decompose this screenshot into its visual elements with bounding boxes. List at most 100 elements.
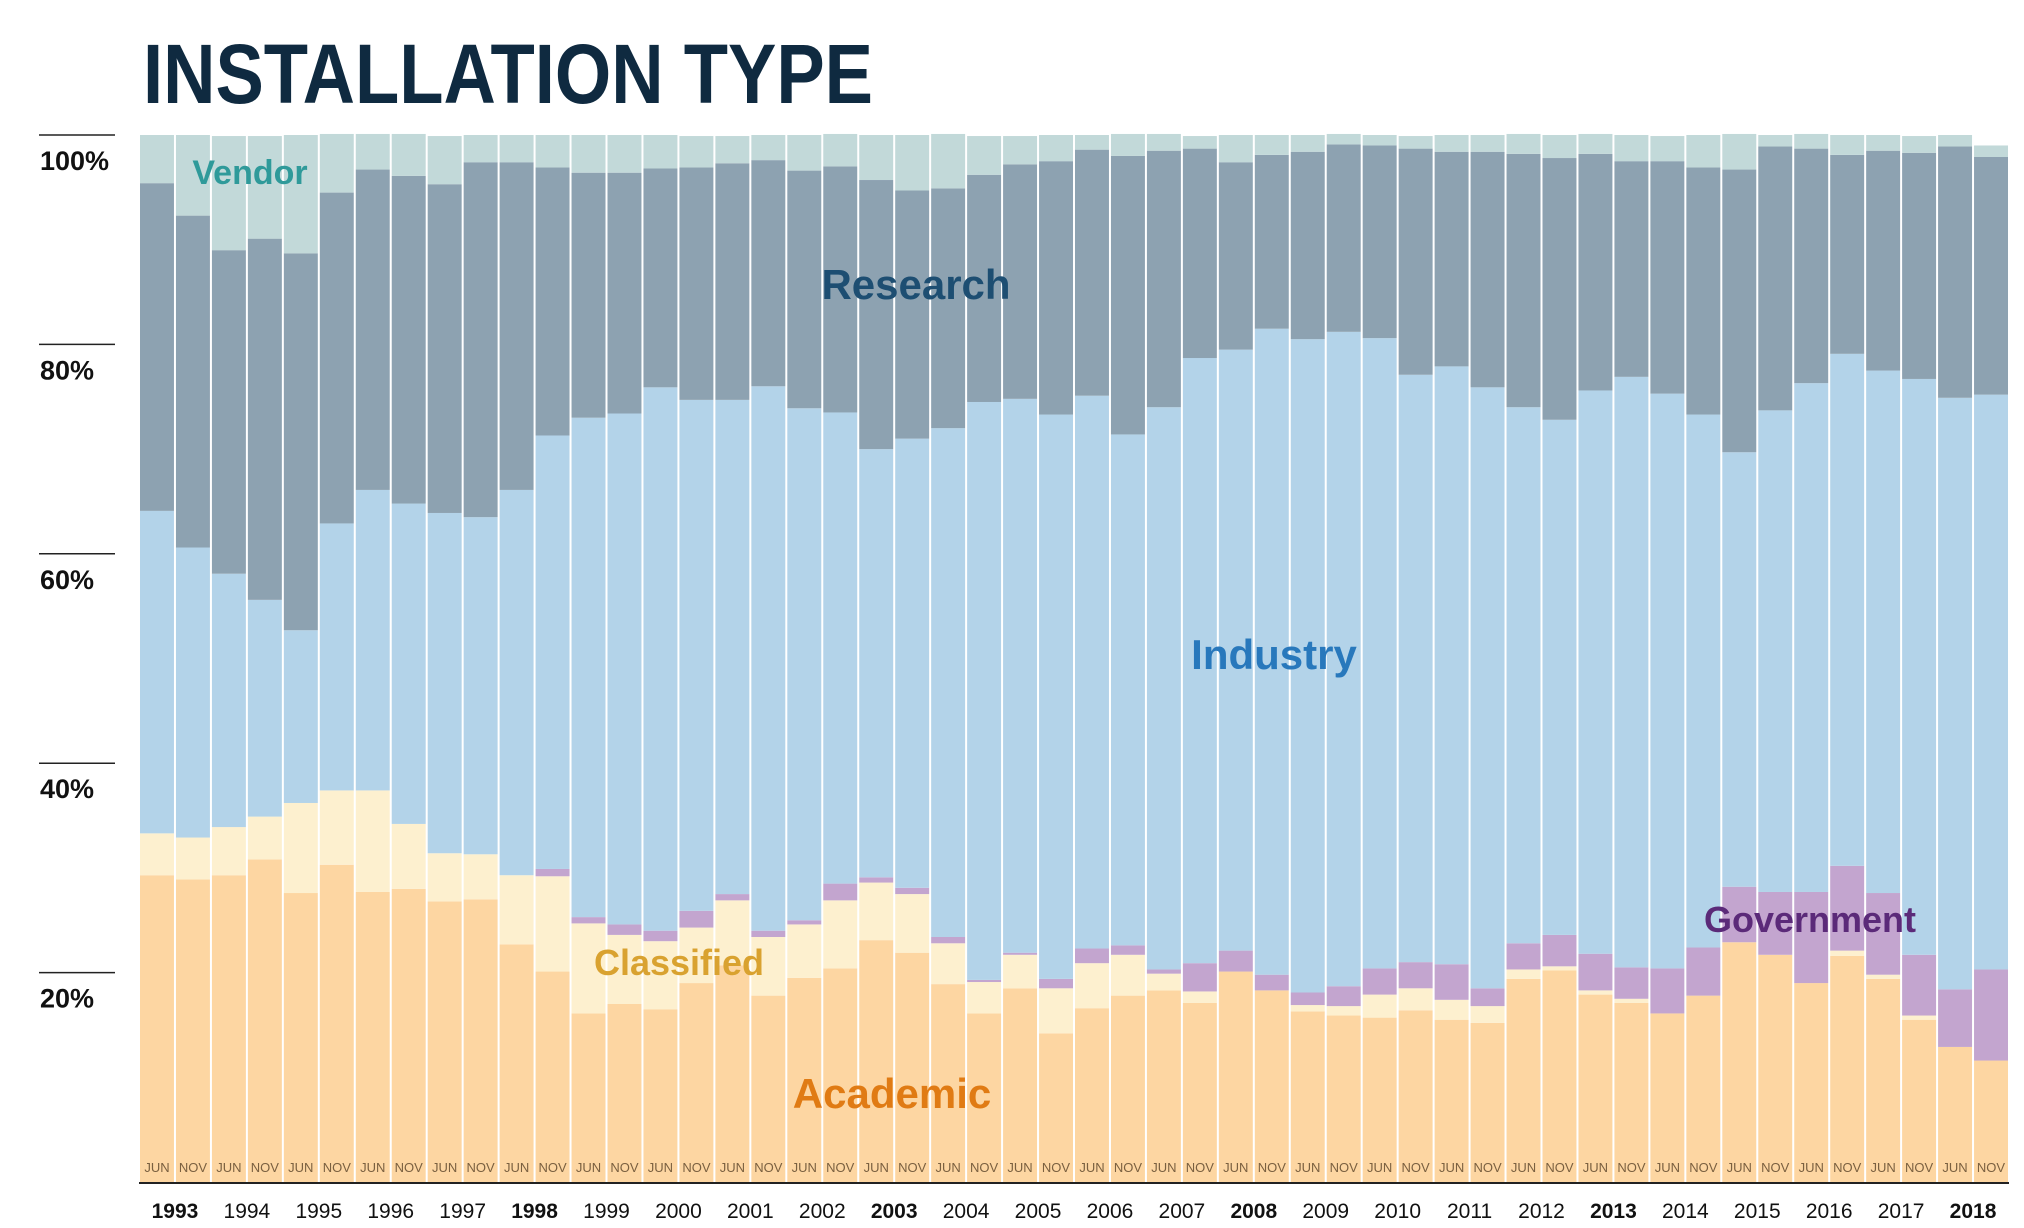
bar-segment [1722, 452, 1757, 887]
bar-segment [1218, 971, 1253, 1182]
bar-segment [1506, 978, 1541, 1182]
bar-segment [319, 133, 354, 193]
bar-segment [1974, 145, 2008, 157]
bar-segment [1614, 161, 1649, 377]
bar-segment [1794, 983, 1829, 1182]
bar-segment [535, 868, 570, 877]
bar-segment [499, 135, 534, 163]
bar-segment [319, 790, 354, 865]
bar-segment [247, 238, 282, 600]
bar-segment [1938, 397, 1973, 990]
bar-segment [1614, 135, 1649, 162]
bar-segment [823, 166, 858, 413]
x-tick-label: JUN [216, 1160, 241, 1175]
bar-segment [499, 162, 534, 490]
bar-segment [607, 934, 642, 1005]
bar-segment [859, 135, 894, 181]
bar-segment [1830, 955, 1865, 1182]
bar-segment [1830, 950, 1865, 956]
bar-segment [1254, 990, 1289, 1182]
bar-segment [1542, 158, 1577, 420]
x-tick-label: NOV [610, 1160, 639, 1175]
bar-segment [1290, 1011, 1325, 1182]
bar-segment [643, 135, 678, 169]
y-tick-label: 20% [40, 984, 94, 1014]
y-tick-label: 80% [40, 355, 94, 385]
bar-segment [1974, 969, 2008, 1061]
x-tick-label: JUN [144, 1160, 169, 1175]
year-label: 2000 [655, 1200, 702, 1223]
bar-segment [1830, 353, 1865, 866]
x-tick-label: NOV [1114, 1160, 1143, 1175]
bar-segment [895, 887, 930, 895]
x-tick-label: NOV [395, 1160, 424, 1175]
bar-segment [1902, 1019, 1937, 1182]
bar-segment [859, 882, 894, 941]
bar-segment [1470, 1022, 1505, 1182]
bar-segment [1794, 133, 1829, 149]
bar-segment [1614, 998, 1649, 1003]
bar-segment [175, 135, 210, 216]
x-tick-label: NOV [467, 1160, 496, 1175]
bar-segment [535, 876, 570, 972]
bar-segment [679, 927, 714, 984]
bar-segment [1686, 167, 1721, 415]
bar-segment [140, 875, 174, 1182]
bar-segment [1974, 1060, 2008, 1182]
bar-segment [1110, 155, 1145, 435]
bar-segment [1866, 893, 1901, 975]
bar-segment [931, 943, 966, 985]
bar-segment [1075, 395, 1109, 949]
year-label: 2016 [1806, 1200, 1853, 1223]
bar-segment [247, 136, 282, 239]
x-tick-label: JUN [648, 1160, 673, 1175]
bar-segment [643, 387, 678, 931]
year-label: 1999 [583, 1200, 630, 1223]
x-tick-label: JUN [1727, 1160, 1752, 1175]
bar-segment [1146, 969, 1181, 974]
x-tick-label: NOV [754, 1160, 783, 1175]
bar-segment [1003, 988, 1038, 1182]
bar-segment [1866, 974, 1901, 979]
bar-segment [679, 399, 714, 911]
bar-segment [319, 864, 354, 1182]
bar-segment [787, 170, 822, 409]
bar-segment [1902, 1015, 1937, 1020]
bar-segment [1470, 151, 1505, 388]
bar-segment [535, 971, 570, 1182]
x-tick-label: JUN [1511, 1160, 1536, 1175]
bar-segment [1290, 151, 1325, 340]
bar-segment [1578, 994, 1613, 1182]
x-tick-label: NOV [1330, 1160, 1359, 1175]
bar-segment [895, 952, 930, 1182]
bar-segment [1938, 135, 1973, 147]
x-tick-label: JUN [1079, 1160, 1104, 1175]
x-tick-label: JUN [1367, 1160, 1392, 1175]
x-tick-label: JUN [1870, 1160, 1895, 1175]
bar-segment [715, 136, 750, 164]
bar-segment [1758, 135, 1793, 147]
series-label: Classified [594, 942, 764, 983]
bar-segment [895, 894, 930, 953]
year-label: 2013 [1590, 1200, 1637, 1223]
bar-segment [1039, 161, 1073, 415]
bar-segment [283, 253, 318, 631]
bar-segment [427, 901, 462, 1182]
x-tick-label: NOV [1617, 1160, 1646, 1175]
bar-segment [1003, 952, 1038, 955]
bar-segment [895, 135, 930, 191]
year-label: 1994 [224, 1200, 271, 1223]
bar-segment [283, 135, 318, 254]
year-label: 2001 [727, 1200, 774, 1223]
bar-segment [1794, 383, 1829, 892]
bar-segment [967, 982, 1002, 1014]
year-label: 2008 [1230, 1200, 1277, 1223]
bar-segment [823, 900, 858, 969]
bar-segment [463, 854, 498, 900]
x-tick-label: JUN [1223, 1160, 1248, 1175]
x-tick-label: NOV [1545, 1160, 1574, 1175]
bar-segment [1290, 992, 1325, 1006]
x-tick-label: NOV [1258, 1160, 1287, 1175]
year-label: 1993 [152, 1200, 199, 1223]
bar-segment [643, 1009, 678, 1182]
